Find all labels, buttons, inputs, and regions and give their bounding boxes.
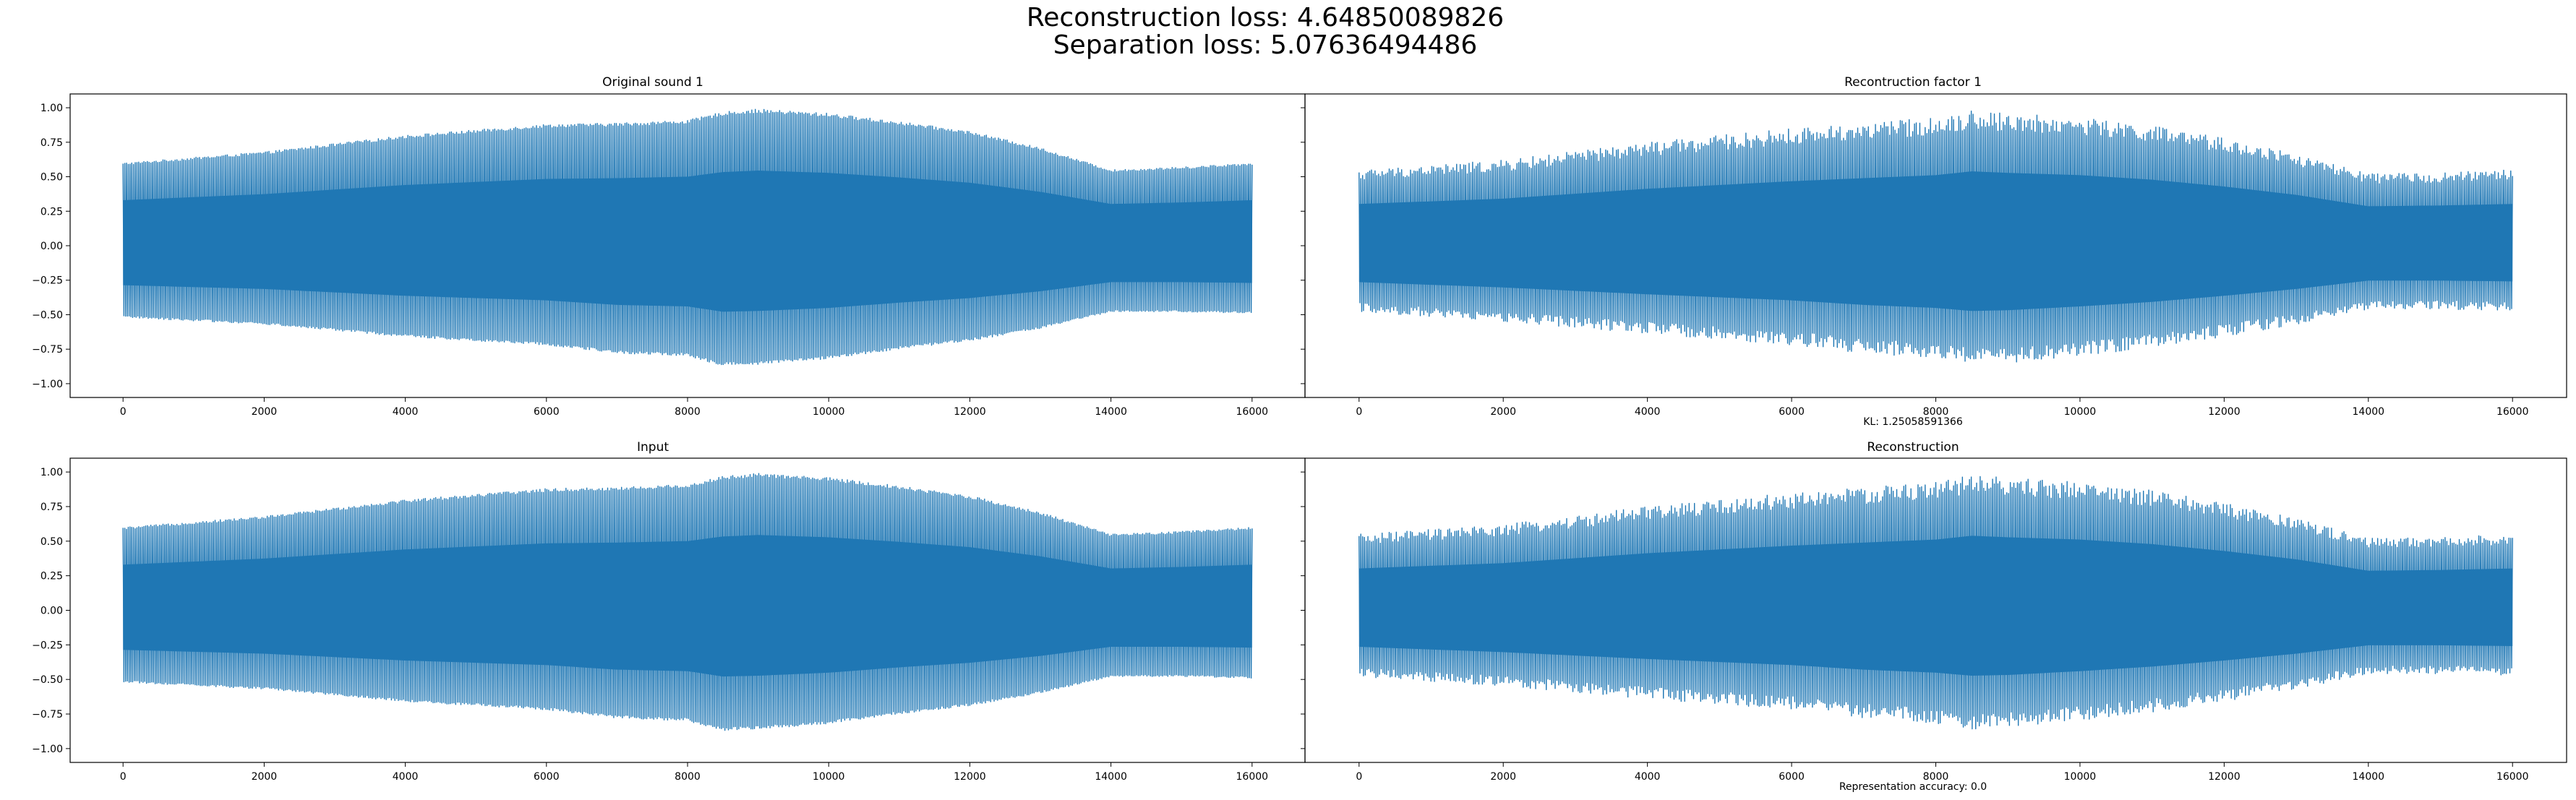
- x-tick-label: 2000: [252, 406, 278, 418]
- y-tick-label: 1.00: [40, 103, 63, 114]
- y-tick-label: −0.75: [32, 709, 63, 721]
- x-tick-label: 16000: [2496, 406, 2529, 418]
- x-tick-label: 8000: [1923, 771, 1949, 783]
- subplot-reconstruction: Reconstruction 0 2000 4000 6000 8000 10000 120…: [1301, 440, 2567, 793]
- waveform-core: [123, 535, 1252, 677]
- x-tick-label: 16000: [1236, 406, 1269, 418]
- x-tick-label: 10000: [813, 406, 845, 418]
- x-tick-label: 4000: [393, 771, 419, 783]
- y-tick-label: −0.50: [32, 309, 63, 321]
- representation-accuracy-xlabel: Representation accuracy: 0.0: [1839, 781, 1987, 793]
- x-tick-label: 16000: [1236, 771, 1269, 783]
- x-tick-label: 8000: [675, 406, 701, 418]
- x-tick-label: 0: [1356, 406, 1362, 418]
- x-tick-label: 0: [1356, 771, 1362, 783]
- y-tick-label: 0.75: [40, 502, 63, 513]
- x-tick-label: 4000: [1635, 406, 1661, 418]
- y-tick-label: 0.00: [40, 241, 63, 252]
- subplot-input: Input 0 2000 4000 6000 8000 10000 12000 14000 16…: [32, 440, 1306, 783]
- subplot-reconstruction-factor-1: Recontruction factor 1 0 2000 4000 6000 8000…: [1301, 75, 2567, 428]
- y-tick-label: −0.75: [32, 344, 63, 356]
- x-tick-label: 6000: [534, 771, 560, 783]
- x-tick-label: 6000: [1779, 406, 1805, 418]
- y-tick-label: 0.50: [40, 536, 63, 548]
- x-tick-label: 4000: [393, 406, 419, 418]
- subplot-title-reconstruction: Reconstruction: [1867, 440, 1959, 455]
- x-tick-label: 10000: [813, 771, 845, 783]
- x-tick-label: 12000: [954, 406, 986, 418]
- plot-area-reconstruction: 0 2000 4000 6000 8000 10000 12000 14000 16000: [1301, 457, 2567, 783]
- subplot-title-original-sound-1: Original sound 1: [602, 75, 703, 90]
- x-tick-label: 16000: [2496, 771, 2529, 783]
- x-tick-label: 12000: [2208, 406, 2241, 418]
- y-tick-label: −0.25: [32, 275, 63, 287]
- x-tick-label: 12000: [2208, 771, 2241, 783]
- x-tick-label: 14000: [1095, 771, 1127, 783]
- x-tick-label: 6000: [534, 406, 560, 418]
- y-tick-label: −0.50: [32, 674, 63, 686]
- subplot-title-input: Input: [637, 440, 669, 455]
- y-tick-label: 0.00: [40, 606, 63, 617]
- x-tick-label: 8000: [675, 771, 701, 783]
- x-tick-label: 12000: [954, 771, 986, 783]
- x-tick-label: 14000: [2353, 406, 2385, 418]
- y-tick-label: 0.75: [40, 137, 63, 149]
- y-tick-label: 0.25: [40, 571, 63, 582]
- plot-area-input: 0 2000 4000 6000 8000 10000 12000 14000 16000 −1.…: [32, 457, 1306, 783]
- x-tick-label: 6000: [1779, 771, 1805, 783]
- x-tick-label: 2000: [1490, 771, 1516, 783]
- y-tick-label: 0.50: [40, 172, 63, 184]
- x-tick-label: 0: [120, 406, 127, 418]
- plot-area-reconstruction-factor-1: 0 2000 4000 6000 8000 10000 12000 14000 16000: [1301, 93, 2567, 418]
- subplot-title-reconstruction-factor-1: Recontruction factor 1: [1844, 75, 1982, 90]
- figure-title-line-1: Reconstruction loss: 4.64850089826: [1027, 3, 1504, 33]
- x-tick-label: 14000: [2353, 771, 2385, 783]
- waveform-core: [123, 171, 1252, 312]
- y-tick-label: −1.00: [32, 744, 63, 755]
- x-tick-label: 2000: [1490, 406, 1516, 418]
- x-tick-label: 0: [120, 771, 127, 783]
- x-tick-label: 10000: [2064, 406, 2097, 418]
- y-tick-label: 0.25: [40, 206, 63, 218]
- subplot-original-sound-1: Original sound 1 0 2000 4000 6000 8000 10000 1…: [32, 75, 1306, 418]
- plot-area-original-sound-1: 0 2000 4000 6000 8000 10000 12000 14000 16000 −1.…: [32, 93, 1306, 418]
- x-tick-label: 14000: [1095, 406, 1127, 418]
- y-tick-label: −1.00: [32, 379, 63, 390]
- waveform-core: [1358, 171, 2513, 311]
- x-tick-label: 8000: [1923, 406, 1949, 418]
- waveform-core: [1358, 536, 2513, 676]
- x-tick-label: 2000: [252, 771, 278, 783]
- kl-xlabel: KL: 1.25058591366: [1863, 416, 1963, 428]
- x-tick-label: 4000: [1635, 771, 1661, 783]
- y-tick-label: −0.25: [32, 640, 63, 651]
- x-tick-label: 10000: [2064, 771, 2097, 783]
- figure-title-line-2: Separation loss: 5.07636494486: [1053, 30, 1478, 60]
- y-tick-label: 1.00: [40, 467, 63, 478]
